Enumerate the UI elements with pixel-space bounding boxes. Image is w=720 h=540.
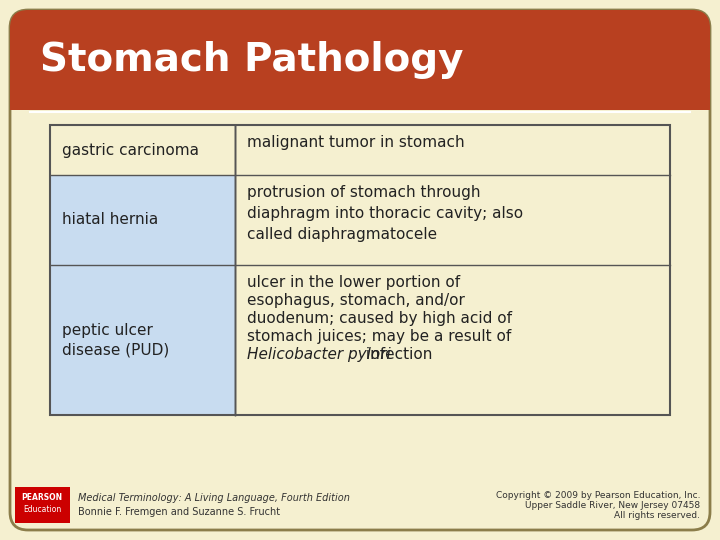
Text: duodenum; caused by high acid of: duodenum; caused by high acid of (247, 311, 512, 326)
Text: PEARSON: PEARSON (22, 492, 63, 502)
Text: infection: infection (361, 347, 433, 362)
Bar (50, 175, 235, 265)
Text: Copyright © 2009 by Pearson Education, Inc.: Copyright © 2009 by Pearson Education, I… (495, 490, 700, 500)
Bar (50, 125, 670, 415)
Text: Stomach Pathology: Stomach Pathology (40, 41, 464, 79)
FancyBboxPatch shape (10, 10, 710, 110)
Text: stomach juices; may be a result of: stomach juices; may be a result of (247, 329, 511, 344)
Text: esophagus, stomach, and/or: esophagus, stomach, and/or (247, 293, 465, 308)
Bar (235, 175, 670, 265)
FancyBboxPatch shape (10, 10, 710, 530)
Bar (235, 125, 670, 175)
Text: Upper Saddle River, New Jersey 07458: Upper Saddle River, New Jersey 07458 (525, 501, 700, 510)
Text: All rights reserved.: All rights reserved. (614, 510, 700, 519)
Bar (50, 125, 235, 175)
Text: ulcer in the lower portion of: ulcer in the lower portion of (247, 275, 460, 290)
Text: gastric carcinoma: gastric carcinoma (62, 143, 199, 158)
Text: malignant tumor in stomach: malignant tumor in stomach (247, 135, 464, 150)
Bar (50, 265, 235, 415)
Bar (235, 265, 670, 415)
Text: hiatal hernia: hiatal hernia (62, 213, 158, 227)
Text: Bonnie F. Fremgen and Suzanne S. Frucht: Bonnie F. Fremgen and Suzanne S. Frucht (78, 507, 280, 517)
Text: Medical Terminology: A Living Language, Fourth Edition: Medical Terminology: A Living Language, … (78, 493, 350, 503)
Text: protrusion of stomach through
diaphragm into thoracic cavity; also
called diaphr: protrusion of stomach through diaphragm … (247, 185, 523, 242)
Bar (10, 80, 710, 110)
Text: Education: Education (23, 505, 61, 515)
Bar (15, 487, 70, 523)
Text: Helicobacter pylori: Helicobacter pylori (247, 347, 391, 362)
Text: peptic ulcer
disease (PUD): peptic ulcer disease (PUD) (62, 322, 169, 357)
